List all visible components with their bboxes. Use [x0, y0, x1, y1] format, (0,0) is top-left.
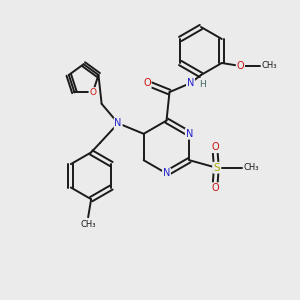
- Text: CH₃: CH₃: [261, 61, 277, 70]
- Text: N: N: [163, 168, 170, 178]
- Text: CH₃: CH₃: [80, 220, 96, 229]
- Text: N: N: [114, 118, 122, 128]
- Text: H: H: [199, 80, 206, 89]
- Text: O: O: [89, 88, 96, 97]
- Text: O: O: [211, 142, 219, 152]
- Text: O: O: [211, 183, 219, 193]
- Text: CH₃: CH₃: [243, 163, 259, 172]
- Text: O: O: [237, 61, 244, 71]
- Text: N: N: [187, 78, 194, 88]
- Text: O: O: [143, 78, 151, 88]
- Text: S: S: [213, 163, 220, 173]
- Text: N: N: [186, 129, 193, 139]
